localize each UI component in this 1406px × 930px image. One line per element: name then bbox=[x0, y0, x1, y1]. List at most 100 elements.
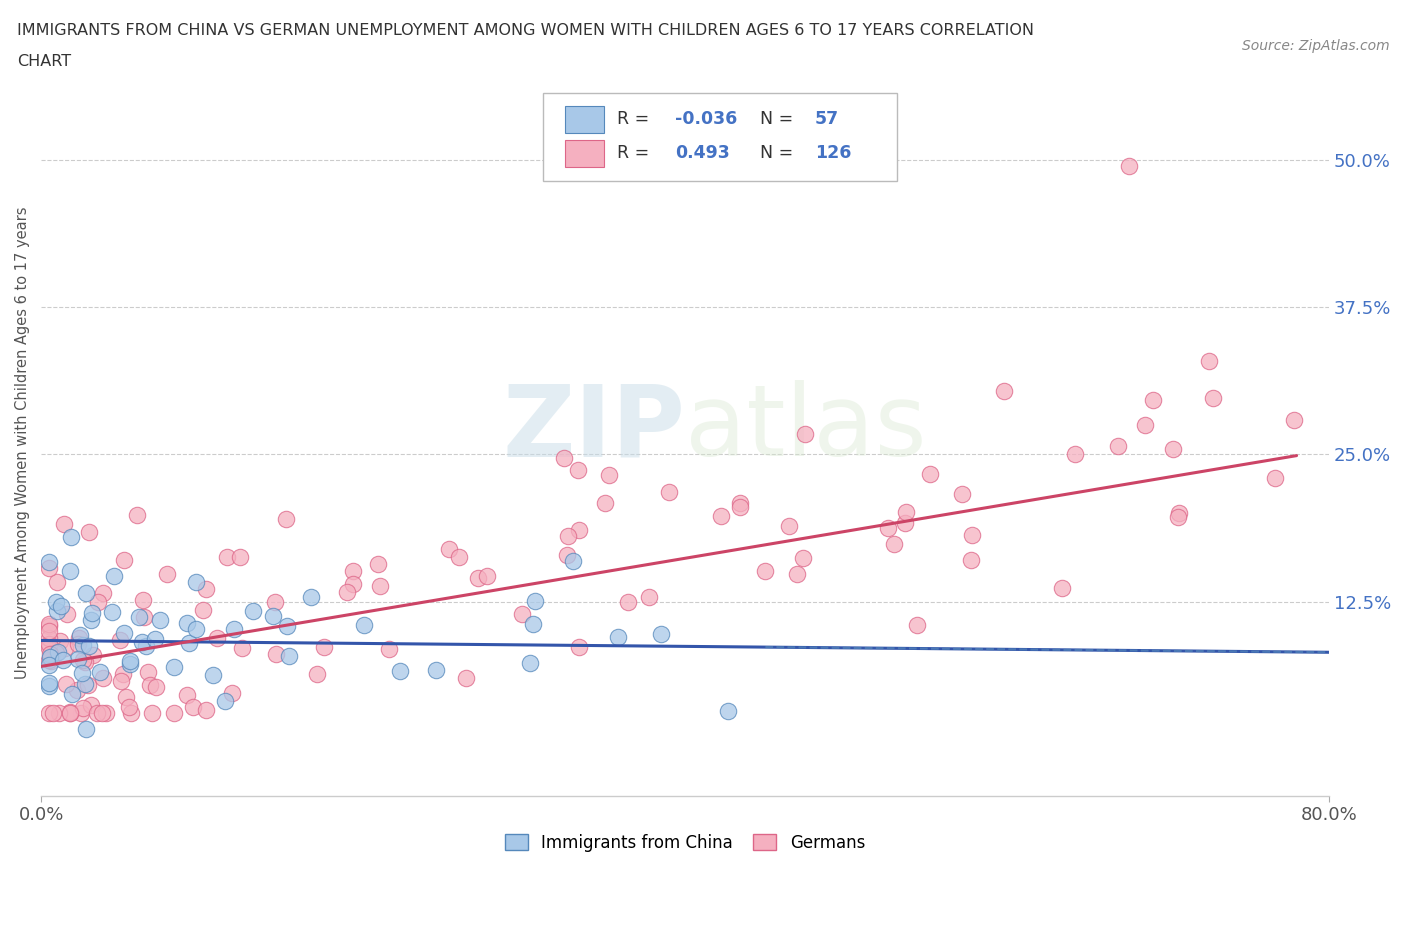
Point bbox=[1264, 471, 1286, 485]
Point bbox=[728, 496, 751, 511]
Point bbox=[38, 658, 60, 672]
Point bbox=[262, 609, 284, 624]
Point bbox=[48, 706, 70, 721]
Point bbox=[962, 527, 984, 542]
Point bbox=[368, 578, 391, 593]
Text: 0.493: 0.493 bbox=[675, 144, 730, 162]
Point bbox=[562, 553, 585, 568]
Point bbox=[205, 631, 228, 645]
Point bbox=[1166, 510, 1188, 525]
Point bbox=[467, 570, 489, 585]
Point bbox=[118, 700, 141, 715]
Point bbox=[522, 617, 544, 631]
Point bbox=[39, 654, 62, 669]
Point bbox=[45, 646, 67, 661]
Point bbox=[101, 604, 124, 619]
Point bbox=[510, 606, 533, 621]
Point bbox=[118, 654, 141, 669]
Point bbox=[1284, 412, 1306, 427]
Point bbox=[163, 660, 186, 675]
Point bbox=[162, 706, 184, 721]
Point bbox=[132, 592, 155, 607]
Point bbox=[176, 688, 198, 703]
Point bbox=[42, 645, 65, 660]
Point bbox=[1202, 391, 1225, 405]
Point bbox=[593, 495, 616, 510]
Point bbox=[266, 646, 288, 661]
Point bbox=[778, 518, 800, 533]
Text: 126: 126 bbox=[815, 144, 852, 162]
Point bbox=[38, 653, 60, 668]
Point bbox=[77, 677, 100, 692]
Point bbox=[66, 682, 89, 697]
Point bbox=[38, 675, 60, 690]
Point bbox=[276, 618, 298, 633]
Point bbox=[1133, 418, 1156, 432]
Point bbox=[139, 677, 162, 692]
Point bbox=[38, 679, 60, 694]
Point bbox=[87, 594, 110, 609]
Point bbox=[94, 706, 117, 721]
Point bbox=[82, 605, 104, 620]
Y-axis label: Unemployment Among Women with Children Ages 6 to 17 years: Unemployment Among Women with Children A… bbox=[15, 206, 30, 679]
Point bbox=[437, 542, 460, 557]
Point bbox=[883, 537, 905, 551]
Point bbox=[69, 628, 91, 643]
Point bbox=[73, 655, 96, 670]
Text: ZIP: ZIP bbox=[502, 380, 685, 477]
Point bbox=[353, 618, 375, 632]
Point bbox=[46, 575, 69, 590]
Point bbox=[56, 606, 79, 621]
Point bbox=[181, 699, 204, 714]
Point bbox=[299, 590, 322, 604]
Point bbox=[229, 550, 252, 565]
Point bbox=[75, 722, 97, 737]
Point bbox=[70, 706, 93, 721]
Point bbox=[876, 521, 898, 536]
Point bbox=[80, 698, 103, 712]
Point bbox=[89, 664, 111, 679]
Point bbox=[342, 577, 364, 591]
Point bbox=[598, 468, 620, 483]
Point bbox=[59, 706, 82, 721]
Point bbox=[135, 639, 157, 654]
Point bbox=[103, 568, 125, 583]
Point bbox=[41, 706, 63, 721]
Point bbox=[38, 631, 60, 646]
Text: Source: ZipAtlas.com: Source: ZipAtlas.com bbox=[1241, 39, 1389, 53]
Point bbox=[141, 706, 163, 721]
Point bbox=[1168, 506, 1191, 521]
Point bbox=[112, 667, 135, 682]
Point bbox=[519, 656, 541, 671]
Point bbox=[425, 662, 447, 677]
Point bbox=[894, 504, 917, 519]
Point bbox=[75, 586, 97, 601]
Point bbox=[184, 622, 207, 637]
Point bbox=[447, 550, 470, 565]
Point bbox=[893, 515, 915, 530]
Point bbox=[336, 585, 359, 600]
Point bbox=[523, 593, 546, 608]
Point bbox=[557, 529, 579, 544]
Point bbox=[112, 626, 135, 641]
Text: N =: N = bbox=[759, 110, 799, 128]
Point bbox=[342, 564, 364, 578]
Point bbox=[184, 575, 207, 590]
Point bbox=[378, 641, 401, 656]
Point bbox=[70, 666, 93, 681]
Point bbox=[221, 685, 243, 700]
Text: N =: N = bbox=[759, 144, 799, 162]
Point bbox=[67, 652, 90, 667]
Point bbox=[60, 529, 83, 544]
Point bbox=[1118, 158, 1140, 173]
Point bbox=[263, 595, 285, 610]
Point bbox=[38, 637, 60, 652]
Point bbox=[1161, 442, 1184, 457]
Point bbox=[59, 564, 82, 578]
Point bbox=[59, 706, 82, 721]
Point bbox=[38, 561, 60, 576]
Text: IMMIGRANTS FROM CHINA VS GERMAN UNEMPLOYMENT AMONG WOMEN WITH CHILDREN AGES 6 TO: IMMIGRANTS FROM CHINA VS GERMAN UNEMPLOY… bbox=[17, 23, 1033, 38]
Point bbox=[38, 618, 60, 633]
Point bbox=[717, 703, 740, 718]
FancyBboxPatch shape bbox=[543, 93, 897, 181]
